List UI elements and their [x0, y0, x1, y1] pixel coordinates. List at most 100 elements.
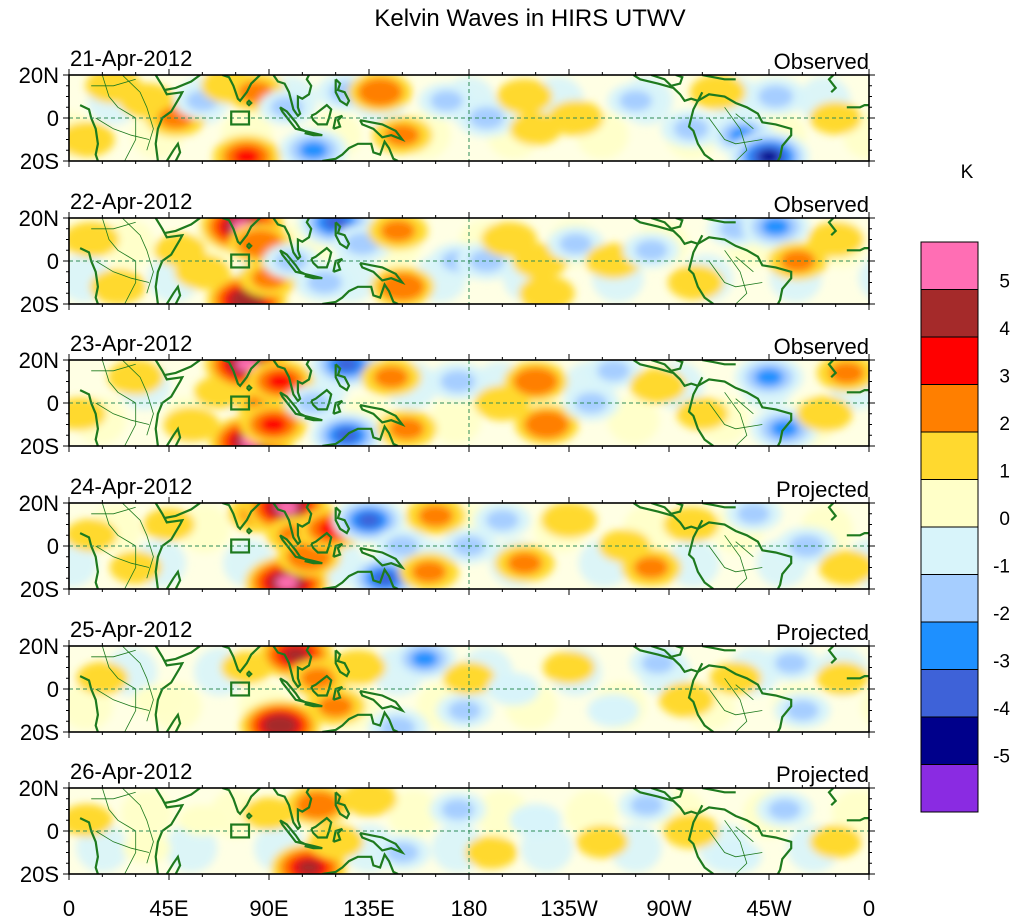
coastline	[322, 567, 399, 589]
anomaly-contour	[641, 652, 675, 674]
country-border	[91, 363, 136, 372]
anomaly-contour	[441, 799, 475, 820]
coastline	[697, 236, 793, 304]
coastlines	[79, 646, 869, 732]
coastline	[632, 218, 704, 246]
anomaly-contour	[386, 535, 419, 557]
y-tick-label: 20S	[20, 292, 59, 317]
anomaly-contour	[232, 147, 261, 161]
coastline	[246, 670, 253, 678]
colorbar-swatch	[920, 716, 979, 765]
country-border	[91, 649, 136, 658]
anomaly-contour	[619, 90, 653, 112]
anomaly-contour	[786, 700, 819, 721]
anomaly-contour	[486, 509, 519, 531]
anomaly-contour	[597, 360, 630, 382]
y-tick-label: 0	[47, 819, 59, 844]
coastline	[697, 521, 793, 589]
coastline	[79, 104, 100, 161]
coastline	[632, 75, 704, 103]
coastline	[272, 75, 313, 118]
country-border	[101, 75, 137, 161]
panel-status-label: Projected	[776, 762, 869, 787]
x-tick-label: 180	[451, 896, 488, 920]
colorbar-swatch	[920, 241, 979, 290]
anomaly-contour	[69, 518, 118, 552]
anomaly-contour	[816, 661, 869, 695]
country-border	[735, 113, 754, 130]
anomaly-contour	[641, 375, 675, 397]
anomaly-contour	[357, 512, 381, 528]
anomaly-contour	[269, 719, 291, 732]
colorbar-level-label: 3	[999, 367, 1010, 388]
colorbar-unit-label: K	[961, 162, 974, 183]
coastline	[332, 114, 344, 130]
coastlines	[79, 788, 869, 874]
reference-box	[230, 253, 251, 269]
country-border	[101, 218, 137, 304]
coastline	[334, 649, 351, 678]
anomaly-contour	[275, 575, 298, 589]
coastline	[334, 363, 351, 392]
y-tick-label: 20N	[19, 491, 59, 516]
coastline	[304, 414, 323, 422]
coastline	[702, 360, 736, 366]
colorbar-swatch	[920, 289, 979, 338]
anomaly-contour	[830, 557, 864, 578]
coastline	[359, 404, 406, 427]
anomaly-contour	[530, 282, 564, 304]
coastline	[322, 424, 399, 446]
reference-box	[230, 110, 251, 126]
country-border	[708, 688, 763, 716]
anomaly-contour	[283, 646, 308, 663]
anomaly-contour	[761, 218, 790, 236]
country-border	[724, 250, 748, 304]
anomaly-base-blob	[860, 688, 869, 724]
country-border	[101, 360, 137, 446]
coastline	[827, 360, 838, 378]
anomaly-contour	[670, 689, 704, 711]
panel-date-label: 25-Apr-2012	[70, 617, 192, 642]
y-tick-label: 0	[47, 391, 59, 416]
coastline	[702, 646, 736, 652]
reference-box	[230, 681, 251, 697]
coastline	[154, 503, 185, 589]
colorbar-swatch	[920, 384, 979, 433]
anomaly-field	[69, 503, 869, 589]
coastline	[164, 646, 201, 663]
country-border	[724, 820, 748, 874]
anomaly-contour	[300, 667, 336, 690]
coastline	[165, 141, 182, 161]
coastline	[650, 360, 684, 373]
anomaly-base-blob	[858, 258, 869, 298]
coastline	[165, 284, 182, 304]
coastline	[304, 557, 323, 565]
colorbar-swatch	[920, 479, 979, 528]
colorbar-swatch	[920, 764, 979, 813]
anomaly-base-blob	[387, 789, 440, 838]
anomaly-contour	[674, 514, 708, 535]
y-tick-label: 20N	[19, 348, 59, 373]
coastline	[154, 646, 185, 732]
anomaly-contour	[543, 651, 595, 684]
country-border	[122, 218, 154, 294]
anomaly-contour	[492, 229, 526, 250]
anomaly-contour	[522, 373, 549, 390]
coastline	[246, 384, 253, 392]
country-border	[735, 398, 754, 415]
country-border	[708, 117, 763, 145]
coastline	[359, 832, 406, 855]
anomaly-contour	[755, 368, 783, 387]
anomaly-contour	[552, 509, 586, 531]
country-border	[708, 545, 763, 573]
anomaly-contour	[389, 278, 416, 296]
coastline	[322, 282, 399, 304]
panel-3: 20N 0 20S 23-Apr-2012 Observed	[19, 331, 875, 459]
anomaly-contour	[373, 366, 409, 389]
coastline	[272, 788, 313, 831]
panel-ticks	[63, 212, 875, 310]
country-border	[95, 402, 150, 425]
x-tick-label: 45W	[746, 896, 791, 920]
country-border	[724, 107, 748, 161]
